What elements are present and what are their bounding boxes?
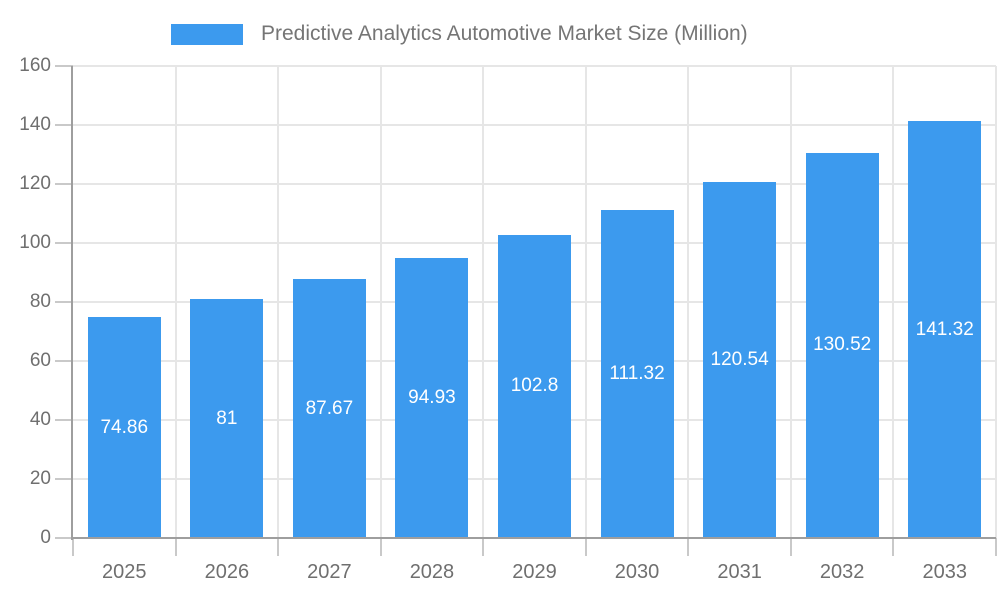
x-axis-tick	[174, 538, 177, 556]
x-gridline	[892, 66, 895, 538]
y-gridline	[73, 183, 996, 185]
legend-swatch	[171, 23, 243, 45]
x-axis-tick-label: 2031	[717, 561, 762, 583]
bar[interactable]	[498, 234, 571, 538]
y-axis-tick	[55, 478, 73, 480]
x-axis-tick-label: 2030	[614, 561, 660, 583]
y-axis-tick	[55, 301, 73, 303]
x-gridline	[277, 66, 280, 538]
x-axis-tick-label: 2027	[307, 561, 352, 583]
bar[interactable]	[395, 257, 469, 538]
bar[interactable]	[703, 182, 777, 538]
x-axis-tick	[379, 538, 382, 556]
bar[interactable]	[908, 121, 982, 538]
y-axis-tick	[55, 242, 73, 244]
y-gridline	[73, 65, 996, 67]
y-axis-tick	[55, 419, 73, 421]
x-axis-line	[71, 537, 996, 539]
y-axis-tick	[55, 65, 73, 67]
y-axis-tick	[55, 537, 73, 539]
y-axis-tick	[55, 183, 73, 185]
x-axis-tick	[892, 538, 895, 556]
x-axis-tick-label: 2028	[409, 561, 455, 583]
bar[interactable]	[600, 209, 674, 538]
y-axis-tick-label: 20	[29, 468, 51, 489]
bar[interactable]	[805, 152, 879, 538]
x-axis-tick	[995, 538, 997, 556]
y-axis-tick-label: 60	[29, 350, 51, 371]
x-gridline	[584, 66, 587, 538]
bar[interactable]	[87, 317, 161, 538]
x-gridline	[789, 66, 792, 538]
x-gridline	[174, 66, 177, 538]
y-axis-tick-label: 0	[40, 527, 51, 548]
y-axis-tick-label: 140	[19, 114, 51, 135]
y-axis-tick	[55, 360, 73, 362]
x-axis-tick-label: 2029	[512, 561, 557, 583]
y-axis-line	[71, 66, 73, 540]
x-gridline	[995, 66, 997, 538]
x-gridline	[379, 66, 382, 538]
x-gridline	[482, 66, 485, 538]
bar[interactable]	[292, 279, 366, 538]
x-axis-tick	[687, 538, 690, 556]
x-axis-tick-label: 2025	[102, 561, 147, 583]
y-axis-tick-label: 80	[29, 291, 51, 312]
x-axis-tick	[72, 538, 74, 556]
y-axis-tick-label: 40	[29, 409, 51, 430]
x-axis-tick	[482, 538, 485, 556]
y-axis-tick-label: 120	[19, 173, 51, 194]
bar[interactable]	[190, 299, 264, 538]
y-axis-tick-label: 100	[19, 232, 51, 253]
legend-label: Predictive Analytics Automotive Market S…	[261, 22, 748, 45]
y-axis-tick-label: 160	[19, 55, 51, 76]
x-axis-tick	[584, 538, 587, 556]
x-axis-tick-label: 2026	[204, 561, 250, 583]
x-axis-tick-label: 2032	[819, 561, 865, 583]
x-axis-tick	[277, 538, 280, 556]
x-axis-tick-label: 2033	[922, 561, 967, 583]
x-axis-tick	[789, 538, 792, 556]
legend[interactable]: Predictive Analytics Automotive Market S…	[171, 21, 748, 47]
y-gridline	[73, 124, 996, 126]
y-axis-tick	[55, 124, 73, 126]
x-gridline	[687, 66, 690, 538]
